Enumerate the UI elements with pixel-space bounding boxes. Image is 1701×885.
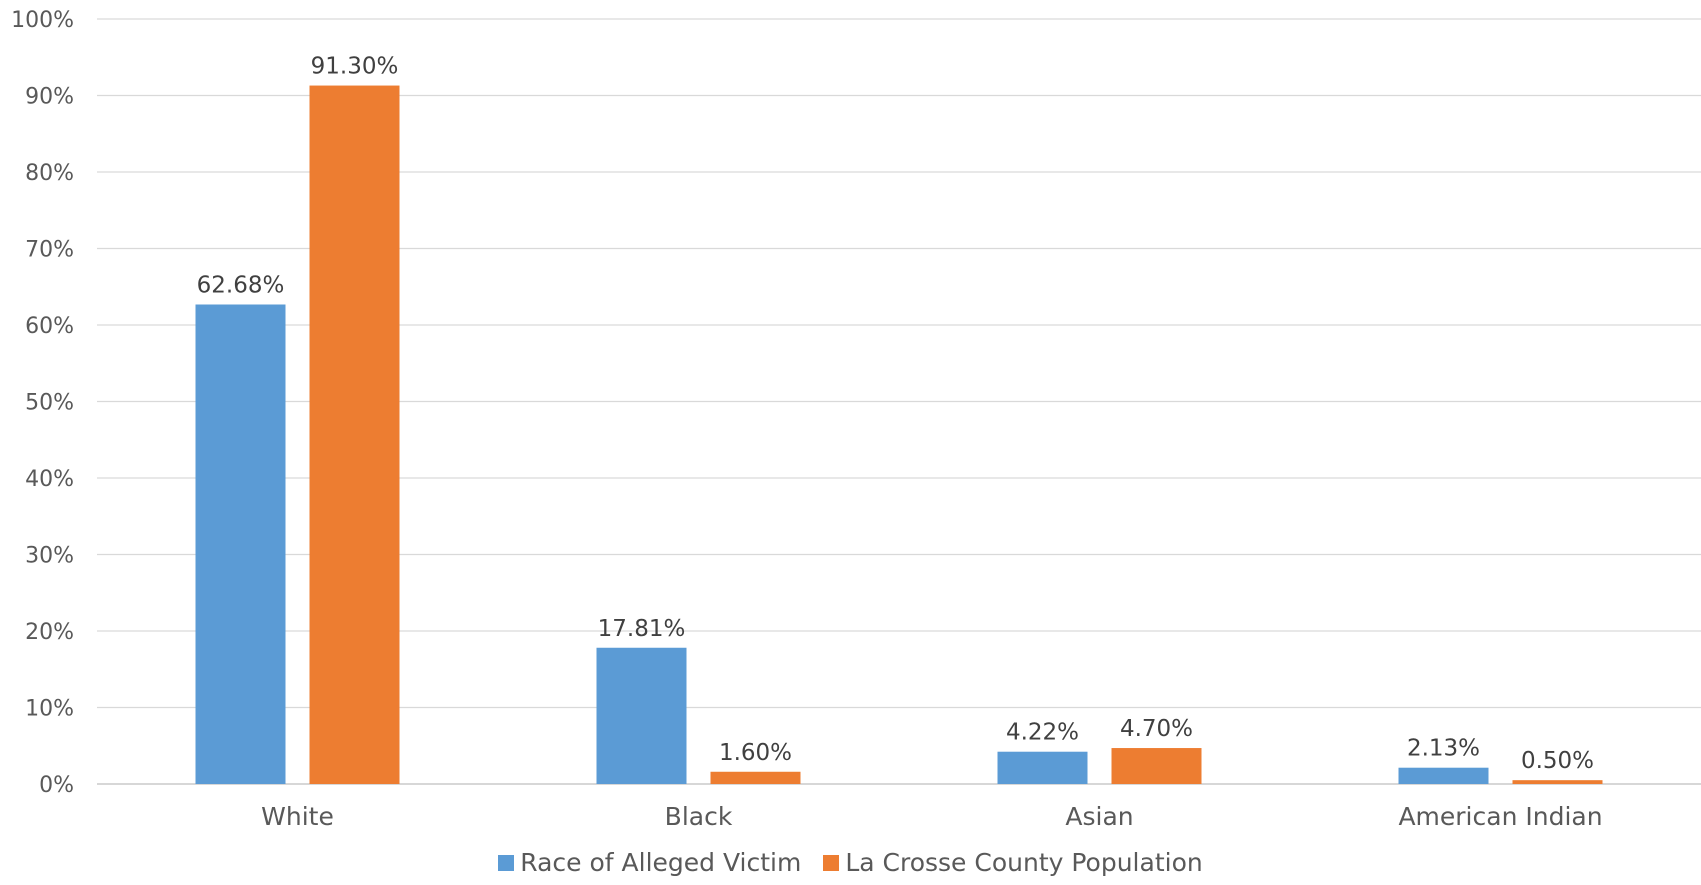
data-label: 4.22% (1006, 720, 1079, 746)
bar-2-black (710, 771, 801, 784)
legend-label-series-2: La Crosse County Population (845, 848, 1203, 877)
y-tick-label: 30% (25, 544, 74, 569)
legend-item-series-1: Race of Alleged Victim (498, 848, 801, 877)
y-tick-label: 70% (25, 238, 74, 263)
data-label: 62.68% (197, 272, 285, 298)
legend: Race of Alleged Victim La Crosse County … (0, 848, 1701, 877)
y-tick-label: 60% (25, 314, 74, 339)
y-tick-label: 40% (25, 467, 74, 492)
y-tick-label: 90% (25, 85, 74, 110)
y-tick-label: 0% (39, 773, 74, 798)
x-category-label: American Indian (1398, 802, 1602, 831)
bars (195, 85, 1603, 785)
data-label: 1.60% (719, 740, 792, 766)
x-category-label: Black (665, 802, 733, 831)
bar-1-american-indian (1398, 767, 1489, 784)
data-label: 4.70% (1120, 716, 1193, 742)
y-tick-label: 10% (25, 697, 74, 722)
bar-2-white (309, 85, 400, 785)
bar-1-black (596, 647, 687, 784)
y-axis-labels: 0% 10% 20% 30% 40% 50% 60% 70% 80% 90% 100% (11, 8, 74, 798)
x-category-label: Asian (1065, 802, 1133, 831)
data-label: 2.13% (1407, 736, 1480, 762)
bar-2-american-indian (1512, 780, 1603, 784)
x-axis-labels: White Black Asian American Indian (261, 802, 1602, 831)
y-tick-label: 100% (11, 8, 74, 33)
data-label: 0.50% (1521, 748, 1594, 774)
data-label: 91.30% (311, 54, 399, 80)
bar-2-asian (1111, 748, 1202, 784)
data-labels: 62.68% 91.30% 17.81% 1.60% 4.22% 4.70% 2.13% 0.… (197, 54, 1594, 775)
x-category-label: White (261, 802, 334, 831)
legend-swatch-series-1 (498, 854, 515, 871)
y-tick-label: 20% (25, 620, 74, 645)
legend-label-series-1: Race of Alleged Victim (520, 848, 802, 877)
legend-swatch-series-2 (823, 854, 840, 871)
data-label: 17.81% (598, 616, 686, 642)
bar-1-asian (997, 751, 1088, 784)
legend-item-series-2: La Crosse County Population (823, 848, 1203, 877)
y-tick-label: 80% (25, 161, 74, 186)
bar-1-white (195, 304, 286, 784)
y-tick-label: 50% (25, 391, 74, 416)
